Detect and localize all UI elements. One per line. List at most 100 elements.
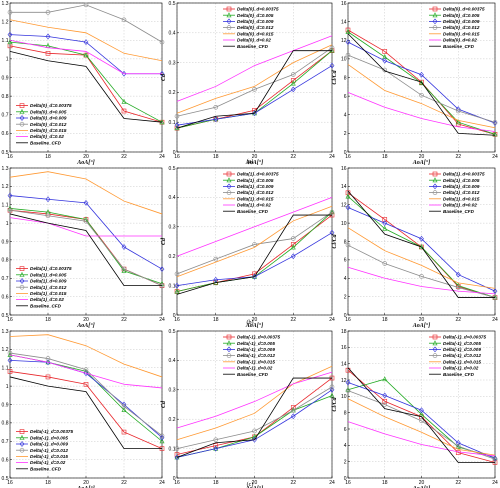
y-tick-label: 0.7 <box>2 276 9 282</box>
legend: Delta(1)_d=0.00375Delta(1)_d=0.005Delta(… <box>429 172 485 214</box>
legend-label: Baseline_CFD <box>443 44 475 49</box>
series-line <box>176 211 333 275</box>
data-point <box>159 434 165 441</box>
data-point <box>159 70 165 77</box>
y-tick-label: 0.4 <box>169 195 176 201</box>
x-tick-label: 16 <box>174 154 180 160</box>
y-tick-label: 1.3 <box>2 1 9 7</box>
y-tick-label: 0.5 <box>169 1 176 7</box>
series-line <box>176 205 333 278</box>
legend-label: Delta(1)_d=0.015 <box>443 196 480 201</box>
data-point <box>174 271 180 277</box>
y-tick-label: 0.9 <box>2 75 9 81</box>
series-line <box>176 389 333 458</box>
legend-marker <box>226 12 232 18</box>
x-tick-label: 22 <box>455 480 461 486</box>
data-point <box>345 386 351 392</box>
legend-marker <box>226 190 232 195</box>
data-point <box>159 433 165 439</box>
data-point <box>345 39 351 45</box>
x-tick-label: 22 <box>455 154 461 160</box>
legend-label: Delta(-1)_d=0.00375 <box>30 429 73 434</box>
x-axis-label: AoA[°] <box>76 322 94 329</box>
data-point <box>121 108 127 114</box>
data-point <box>492 131 498 137</box>
legend-marker <box>226 171 232 177</box>
series-line <box>9 376 162 450</box>
chart-panel: 16 18 20 22 24 0.5 0.6 0.7 0.8 0.9 1 1.1 1.2 1.3 AoA[°… <box>2 329 165 488</box>
data-point <box>45 374 51 380</box>
legend-marker <box>226 346 232 353</box>
data-point <box>290 408 296 413</box>
legend-label: Delta(1)_d=0.015 <box>30 291 67 296</box>
legend-label: Delta(1)_d=0.005 <box>237 178 274 183</box>
data-point <box>121 98 127 104</box>
data-point <box>83 52 89 58</box>
x-tick-label: 20 <box>252 480 258 486</box>
y-tick-label: 0.5 <box>2 150 9 156</box>
data-point <box>419 274 424 279</box>
legend-marker <box>432 190 438 195</box>
y-tick-label: 1.1 <box>2 366 9 372</box>
row-caption: (c) <box>247 481 254 488</box>
legend-label: Delta(1)_d=0.012 <box>237 190 274 195</box>
data-point <box>492 120 498 126</box>
legend-marker <box>19 115 25 121</box>
y-tick-label: 1 <box>6 57 9 63</box>
x-tick-label: 20 <box>252 154 258 160</box>
y-tick-label: 14 <box>341 184 347 190</box>
x-tick-label: 22 <box>290 317 296 323</box>
legend-label: Delta(-1)_d=0.012 <box>30 448 68 453</box>
chart-panel: 16 18 20 22 24 0 0.1 0.2 0.3 0.4 0.5 AoA[°] Cd Delta(… <box>161 1 335 166</box>
legend-marker <box>19 121 25 127</box>
series-line <box>9 371 163 449</box>
legend-marker <box>19 266 25 271</box>
x-axis-label: AoA[°] <box>245 322 263 329</box>
y-tick-label: 16 <box>341 1 347 7</box>
data-point <box>329 384 335 390</box>
y-tick-label: 1.2 <box>2 184 9 190</box>
data-point <box>252 110 257 117</box>
data-point <box>252 242 257 247</box>
chart-panel: 1618202224024681012141618AoA[°]Cl/CdDelt… <box>332 329 498 488</box>
legend-label: Delta(-1)_d=0.02 <box>443 366 479 371</box>
data-point <box>45 50 51 56</box>
data-point <box>213 443 219 448</box>
x-axis-label: AoA[°] <box>412 485 430 488</box>
y-tick-label: 0.4 <box>169 358 176 364</box>
y-tick-label: 0.6 <box>2 131 9 137</box>
y-axis-label: Cd <box>161 73 167 81</box>
series-line <box>176 47 333 117</box>
series-line <box>9 213 162 287</box>
legend-marker <box>432 25 438 30</box>
y-tick-label: 0.8 <box>2 258 9 264</box>
series-line <box>9 354 163 389</box>
x-axis-label: AoA[°] <box>76 485 94 488</box>
data-point <box>345 28 351 34</box>
data-point <box>7 39 13 45</box>
x-tick-label: 18 <box>45 154 51 160</box>
series-line <box>176 65 333 126</box>
legend-marker <box>19 434 25 440</box>
y-tick-label: 8 <box>344 75 347 81</box>
data-point <box>174 113 180 119</box>
series-line <box>347 390 496 460</box>
legend-label: Delta(-1)_d=0.02 <box>30 460 66 465</box>
y-axis-label: Cl/Cd <box>332 233 338 248</box>
data-point <box>290 72 296 77</box>
chart-panel: 16 18 20 22 24 0.5 0.6 0.7 0.8 0.9 1 1.1 1.2 1.3 AoA[°… <box>2 1 165 166</box>
x-tick-label: 24 <box>492 480 498 486</box>
y-tick-label: 4 <box>344 443 347 449</box>
legend-marker <box>432 177 438 183</box>
chart-panel: 16 18 20 22 24 0 0.1 0.2 0.3 0.4 0.5 AoA[°] Cd Delta(… <box>161 329 335 488</box>
data-point <box>345 379 351 386</box>
data-point <box>382 217 388 222</box>
y-tick-label: 1.1 <box>2 203 9 209</box>
y-tick-label: 0 <box>344 150 347 156</box>
legend-marker <box>19 103 25 108</box>
series-line <box>9 171 163 215</box>
x-tick-label: 22 <box>121 480 127 486</box>
y-tick-label: 2 <box>344 459 347 465</box>
